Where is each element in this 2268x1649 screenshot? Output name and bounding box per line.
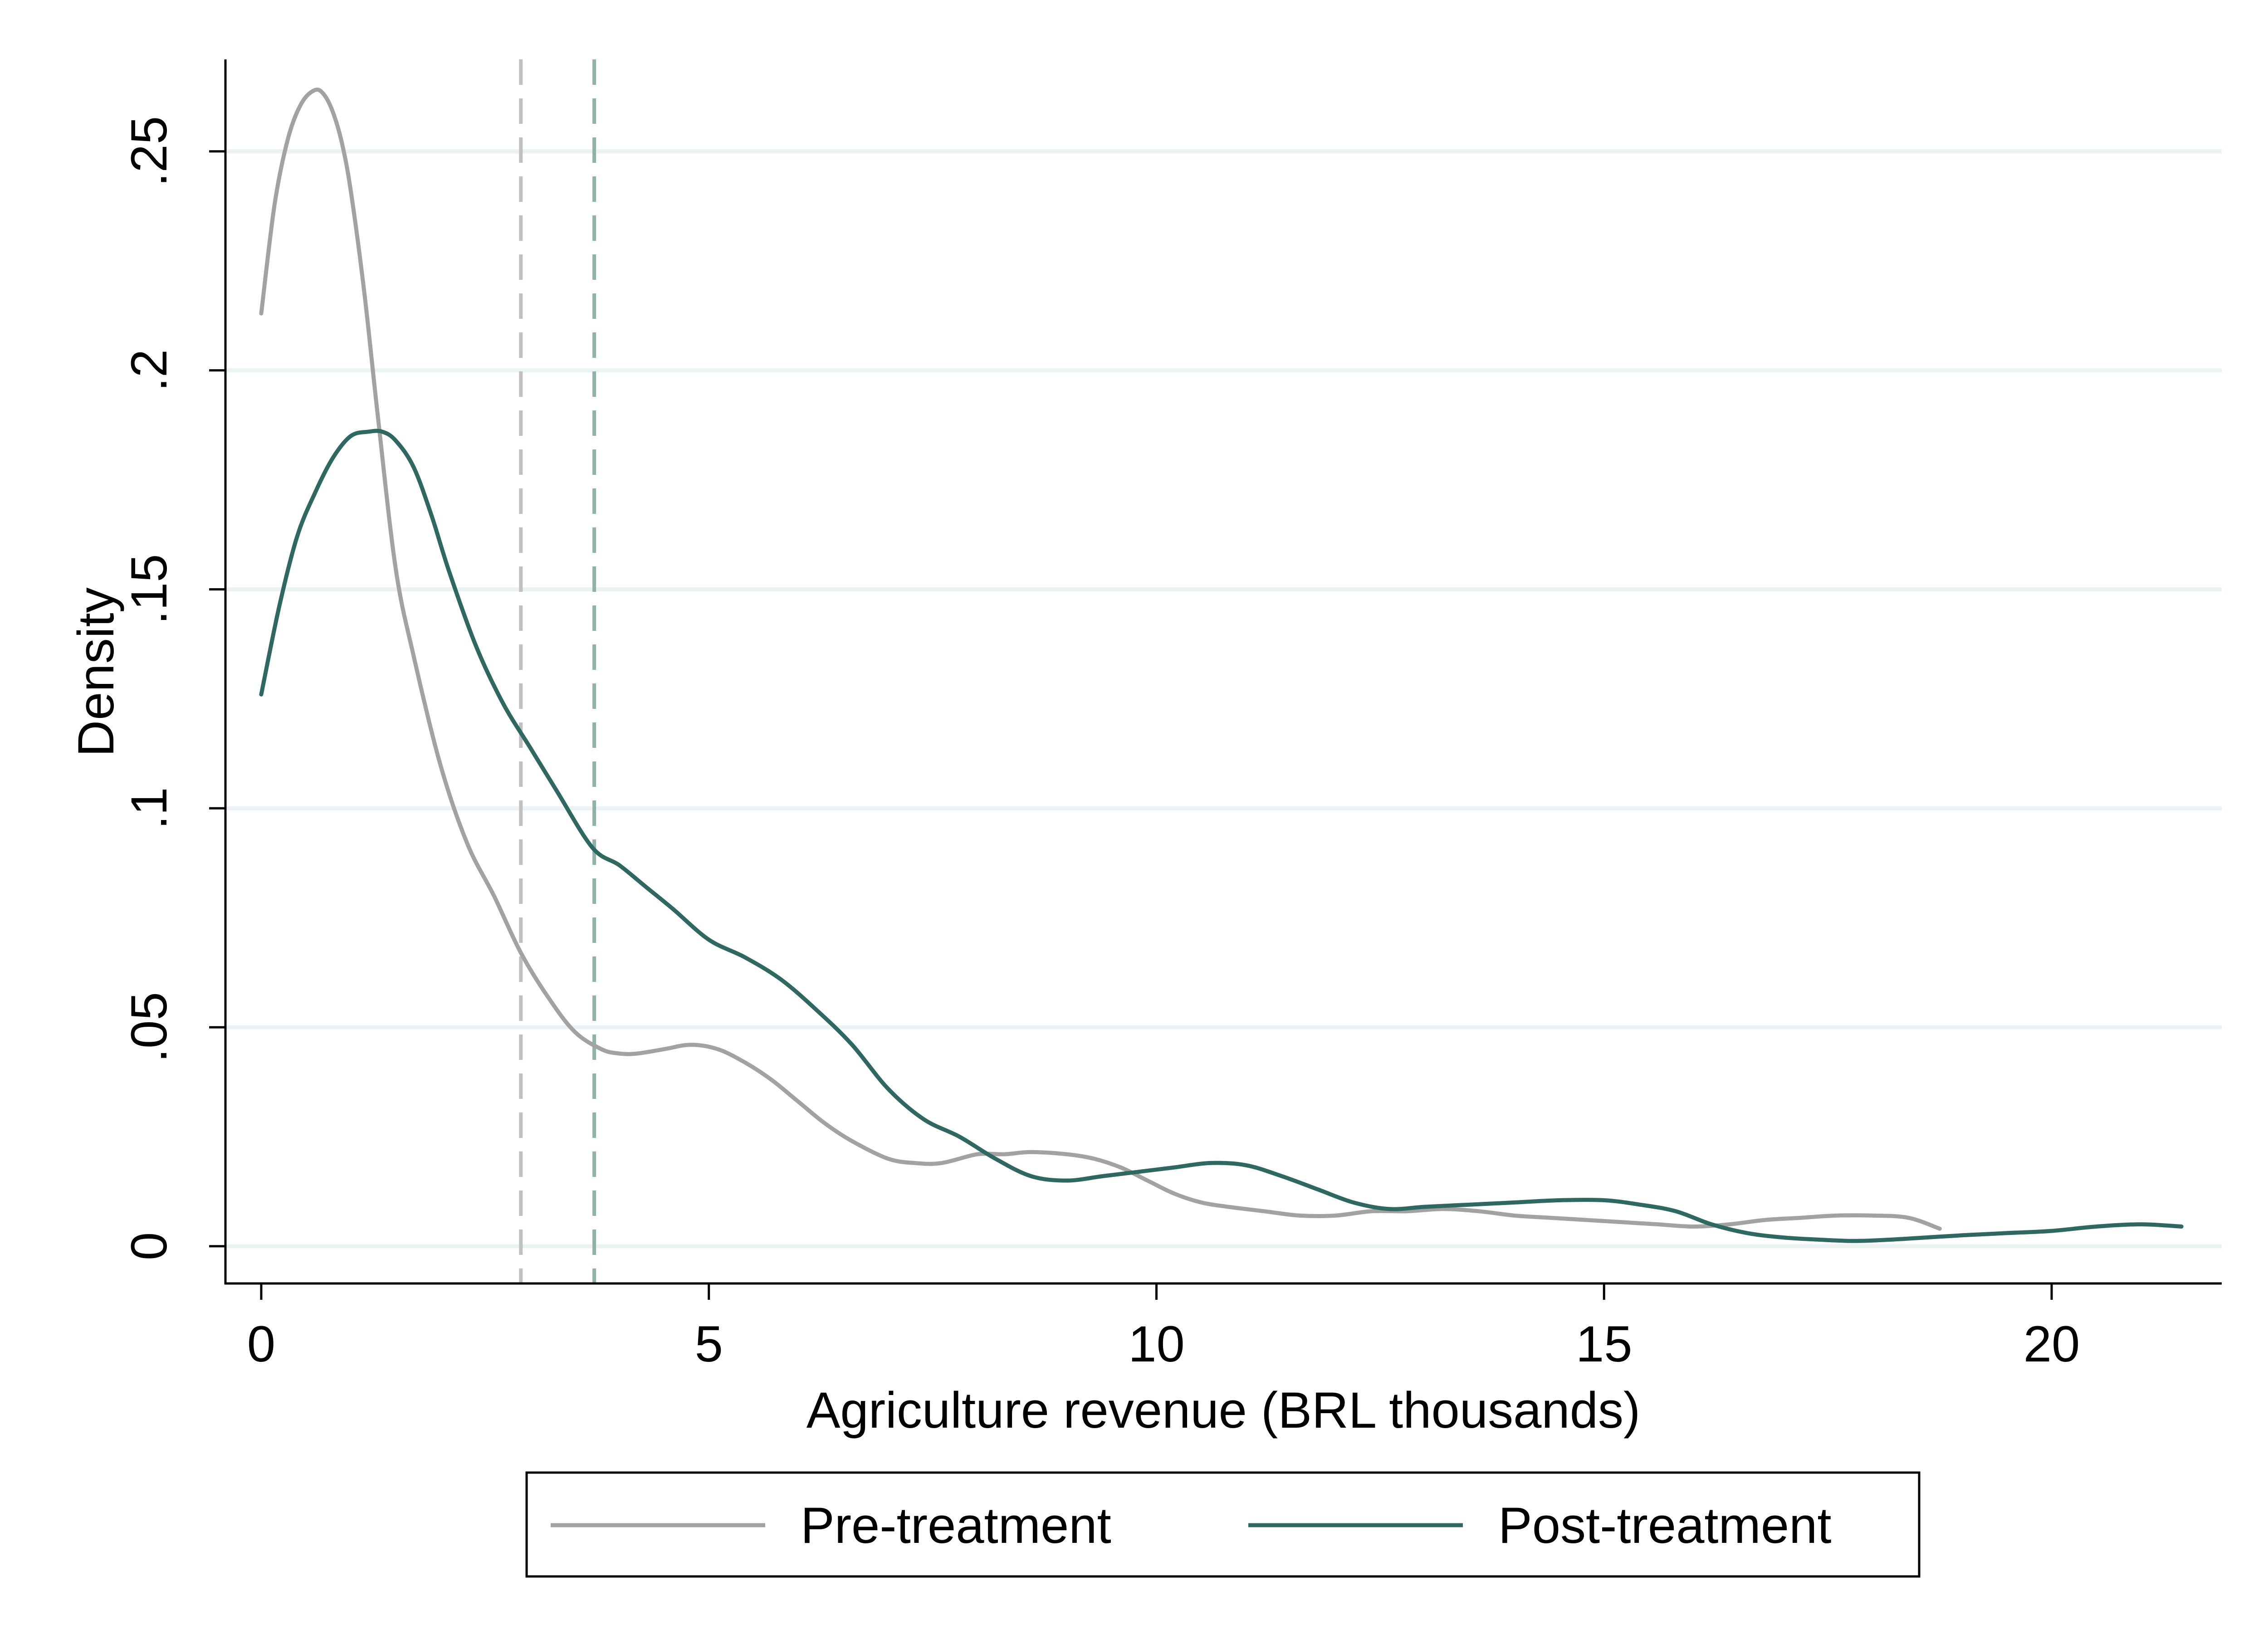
x-tick-label-2: 10 (1128, 1316, 1185, 1372)
series-layer (259, 88, 2184, 1243)
series-line-post-treatment (259, 429, 2184, 1243)
series-line-pre-treatment (259, 88, 1942, 1231)
x-tick-label-1: 5 (695, 1316, 723, 1372)
x-tick-label-4: 20 (2024, 1316, 2080, 1372)
y-tick-label-3: .15 (121, 554, 177, 625)
y-tick-label-4: .2 (121, 349, 177, 391)
y-tick-label-5: .25 (121, 116, 177, 187)
gridlines (225, 149, 2222, 1249)
y-tick-label-1: .05 (121, 992, 177, 1063)
reference-lines (519, 59, 596, 1283)
y-axis-title: Density (68, 587, 124, 756)
legend: Pre-treatment Post-treatment (525, 1471, 1921, 1578)
y-tick-label-2: .1 (121, 787, 177, 829)
x-tick-label-0: 0 (247, 1316, 275, 1372)
legend-label-post-treatment: Post-treatment (1498, 1497, 1832, 1554)
y-tick-label-0: 0 (121, 1232, 177, 1260)
x-tick-label-3: 15 (1576, 1316, 1633, 1372)
x-ticks: 0 5 10 15 20 (247, 1283, 2080, 1372)
y-ticks: 0 .05 .1 .15 .2 .25 (121, 116, 225, 1260)
x-axis-title: Agriculture revenue (BRL thousands) (807, 1382, 1641, 1439)
legend-label-pre-treatment: Pre-treatment (801, 1497, 1111, 1554)
axes (224, 59, 2222, 1285)
